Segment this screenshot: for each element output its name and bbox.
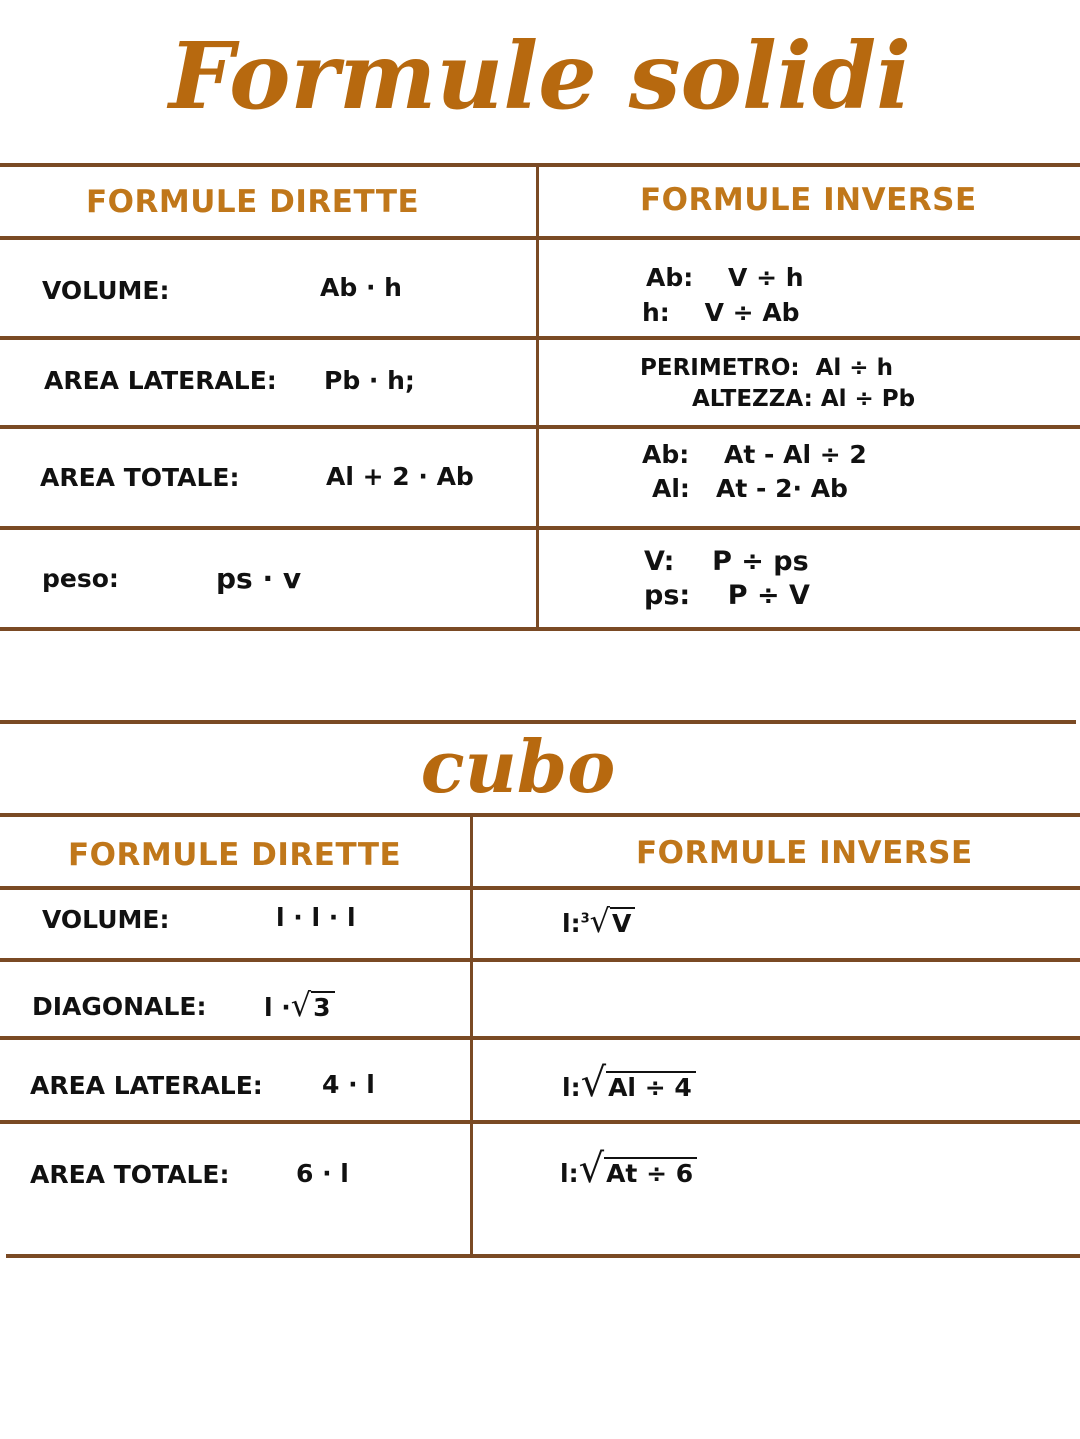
row-inverse: V: P ÷ ps: [644, 546, 809, 577]
radicand: Al ÷ 4: [606, 1071, 696, 1102]
row-label: AREA LATERALE:: [30, 1071, 263, 1100]
row-inverse: h: V ÷ Ab: [642, 298, 800, 327]
radicand: V: [610, 907, 636, 938]
row-inverse: Al: At - 2· Ab: [652, 474, 848, 503]
root-icon: √: [589, 902, 611, 940]
rule: [0, 627, 1080, 631]
row-label: AREA TOTALE:: [30, 1160, 230, 1189]
rule: [0, 958, 1080, 962]
radicand: At ÷ 6: [604, 1157, 698, 1188]
column-divider: [536, 163, 539, 630]
inverse-prefix: l:: [562, 1073, 581, 1102]
rule: [0, 1036, 1080, 1040]
row-inverse: ps: P ÷ V: [644, 580, 810, 611]
rule: [0, 425, 1080, 429]
rule: [0, 236, 1080, 240]
row-label: VOLUME:: [42, 905, 170, 934]
row-formula: Ab · h: [320, 273, 402, 302]
row-label: VOLUME:: [42, 276, 170, 305]
row-formula: 6 · l: [296, 1159, 349, 1188]
row-inverse: Ab: At - Al ÷ 2: [642, 440, 867, 469]
row-inverse: ALTEZZA: Al ÷ Pb: [692, 386, 916, 412]
root-icon: √: [290, 986, 312, 1024]
row-formula: l ·√3: [264, 986, 335, 1024]
header-direct: FORMULE DIRETTE: [68, 837, 402, 873]
row-label: AREA LATERALE:: [44, 366, 277, 395]
row-formula: l · l · l: [276, 903, 356, 932]
inverse-prefix: l:: [562, 909, 581, 938]
root-icon: √: [578, 1146, 605, 1192]
row-formula: 4 · l: [322, 1070, 375, 1099]
cube-title: cubo: [420, 724, 616, 809]
row-inverse: l:√At ÷ 6: [560, 1146, 698, 1192]
row-inverse: Ab: V ÷ h: [646, 263, 804, 292]
rule: [0, 163, 1080, 167]
header-inverse: FORMULE INVERSE: [636, 835, 973, 871]
inverse-prefix: l:: [560, 1159, 579, 1188]
rule: [6, 1254, 1080, 1258]
row-label: peso:: [42, 564, 119, 593]
row-inverse: l:3√V: [562, 902, 636, 940]
row-label: AREA TOTALE:: [40, 463, 240, 492]
header-inverse: FORMULE INVERSE: [640, 182, 977, 218]
row-formula: Al + 2 · Ab: [326, 462, 474, 491]
row-formula: ps · v: [216, 562, 302, 595]
page-title: Formule solidi: [168, 22, 912, 130]
rule: [0, 526, 1080, 530]
row-label: DIAGONALE:: [32, 992, 207, 1021]
radicand: 3: [311, 991, 335, 1022]
row-inverse: PERIMETRO: Al ÷ h: [640, 355, 893, 381]
section-rule: [0, 720, 1076, 724]
root-index: 3: [580, 911, 590, 927]
rule: [0, 886, 1080, 890]
formula-prefix: l ·: [264, 993, 291, 1022]
row-inverse: l:√Al ÷ 4: [562, 1060, 696, 1106]
rule: [0, 813, 1080, 817]
root-icon: √: [580, 1060, 607, 1106]
column-divider: [470, 813, 473, 1257]
header-direct: FORMULE DIRETTE: [86, 184, 420, 220]
row-formula: Pb · h;: [324, 366, 415, 395]
rule: [0, 1120, 1080, 1124]
rule: [0, 336, 1080, 340]
